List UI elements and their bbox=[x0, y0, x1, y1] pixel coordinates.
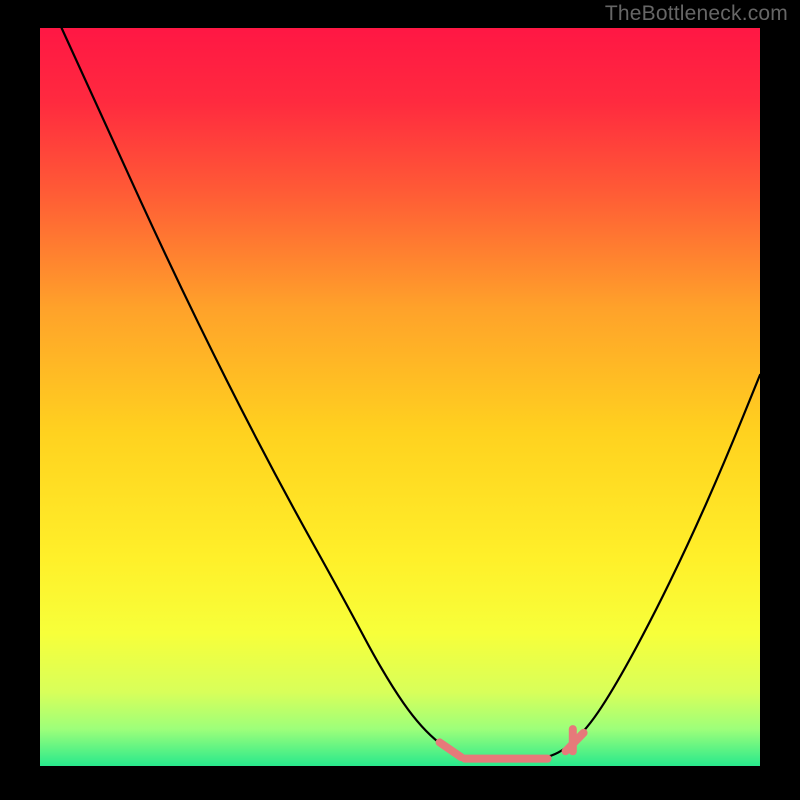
gradient-background bbox=[40, 28, 760, 766]
chart-svg bbox=[40, 28, 760, 766]
bottleneck-chart-stage: TheBottleneck.com bbox=[0, 0, 800, 800]
watermark-text: TheBottleneck.com bbox=[605, 2, 788, 26]
plot-area bbox=[40, 28, 760, 766]
